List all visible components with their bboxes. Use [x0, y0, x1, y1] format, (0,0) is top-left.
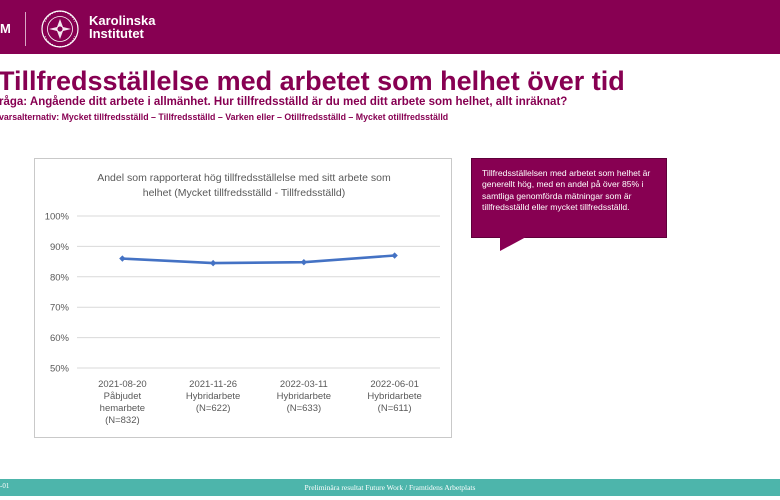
- survey-question: råga: Angående ditt arbete i allmänhet. …: [0, 96, 568, 108]
- x-tick-label: (N=633): [287, 403, 322, 414]
- x-tick-label: Påbjudet: [104, 391, 142, 402]
- x-tick-label: hemarbete: [100, 403, 145, 414]
- y-tick-label: 80%: [50, 272, 70, 283]
- chart-canvas: Andel som rapporterat hög tillfredsställ…: [45, 172, 440, 426]
- footer-text: Preliminära resultat Future Work / Framt…: [304, 483, 476, 492]
- slide-title: Tillfredsställelse med arbetet som helhe…: [0, 66, 625, 96]
- x-tick-label: Hybridarbete: [277, 391, 331, 402]
- footer-date: -01: [0, 482, 10, 490]
- x-tick-label: 2021-08-20: [98, 379, 147, 390]
- x-tick-label: 2022-03-11: [280, 379, 328, 390]
- x-tick-label: 2021-11-26: [189, 379, 237, 390]
- header-bar: M Karolinska Institutet: [0, 0, 780, 54]
- y-tick-label: 70%: [50, 303, 70, 314]
- institution-name: Karolinska Institutet: [89, 14, 155, 40]
- callout-box: Tillfredsställelsen med arbetet som helh…: [471, 158, 667, 238]
- line-chart: Andel som rapporterat hög tillfredsställ…: [34, 158, 452, 438]
- institution-line2: Institutet: [89, 26, 144, 41]
- data-point-marker: [300, 259, 308, 266]
- data-point-marker: [391, 252, 398, 259]
- answer-options: varsalternativ: Mycket tillfredsställd –…: [0, 112, 449, 122]
- header-divider: [25, 12, 26, 46]
- data-point-marker: [209, 259, 217, 267]
- chart-title-line: helhet (Mycket tillfredsställd - Tillfre…: [143, 187, 345, 199]
- y-tick-label: 100%: [45, 212, 70, 223]
- chart-title-line: Andel som rapporterat hög tillfredsställ…: [97, 172, 391, 184]
- footer-bar: -01 Preliminära resultat Future Work / F…: [0, 479, 780, 496]
- x-tick-label: (N=832): [105, 415, 140, 426]
- y-tick-label: 90%: [50, 242, 70, 253]
- brand-left-text: M: [0, 21, 11, 36]
- y-tick-label: 60%: [50, 333, 70, 344]
- series-line: [122, 254, 395, 265]
- x-tick-label: 2022-06-01: [370, 379, 419, 390]
- x-tick-label: Hybridarbete: [186, 391, 240, 402]
- callout-text: Tillfredsställelsen med arbetet som helh…: [482, 168, 651, 212]
- x-tick-label: (N=622): [196, 403, 231, 414]
- x-tick-label: (N=611): [378, 403, 412, 414]
- x-tick-label: Hybridarbete: [367, 391, 421, 402]
- institution-line1: Karolinska: [89, 13, 156, 28]
- data-point-marker: [119, 255, 126, 262]
- y-tick-label: 50%: [50, 364, 70, 375]
- callout-tail: [500, 237, 526, 251]
- karolinska-seal-icon: [41, 10, 79, 48]
